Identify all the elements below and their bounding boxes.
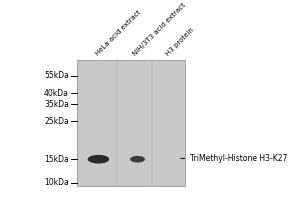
Text: TriMethyl-Histone H3-K27: TriMethyl-Histone H3-K27	[181, 154, 287, 163]
Bar	[77, 60, 185, 186]
Text: 35kDa: 35kDa	[44, 100, 69, 109]
Text: 55kDa: 55kDa	[44, 71, 69, 80]
Text: 15kDa: 15kDa	[44, 155, 69, 164]
Text: 10kDa: 10kDa	[44, 178, 69, 187]
Text: NIH/3T3 acid extract: NIH/3T3 acid extract	[132, 2, 187, 57]
Ellipse shape	[88, 155, 109, 164]
Text: HeLa acid extract: HeLa acid extract	[94, 9, 142, 57]
Text: H3 protein: H3 protein	[164, 26, 195, 57]
Ellipse shape	[130, 156, 145, 163]
Text: 25kDa: 25kDa	[44, 117, 69, 126]
Text: 40kDa: 40kDa	[44, 89, 69, 98]
